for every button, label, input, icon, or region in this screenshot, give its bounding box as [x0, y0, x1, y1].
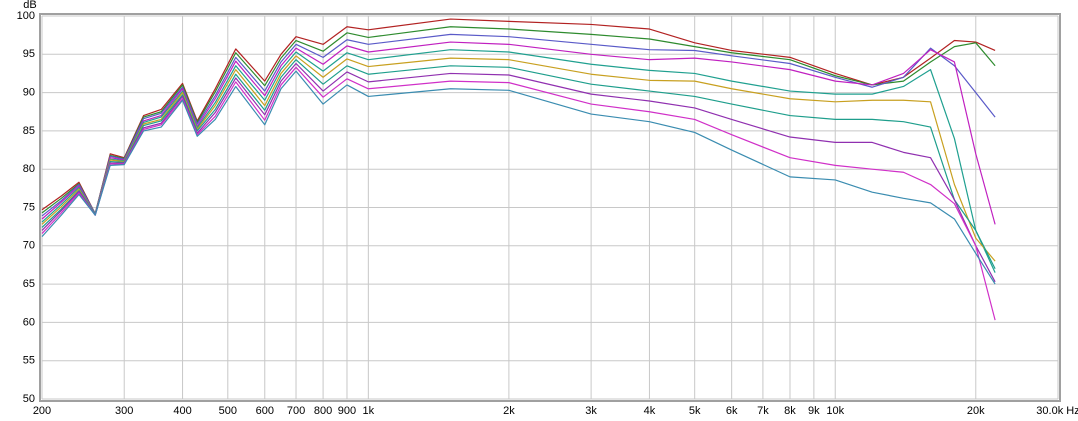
y-tick-label: 70 — [23, 240, 35, 252]
y-tick-label: 100 — [17, 10, 35, 22]
x-tick-label: 300 — [115, 405, 133, 417]
x-tick-label: 1k — [363, 405, 375, 417]
y-tick-label: 65 — [23, 278, 35, 290]
y-tick-label: 55 — [23, 355, 35, 367]
y-tick-label: 80 — [23, 163, 35, 175]
x-tick-label: 2k — [503, 405, 515, 417]
x-tick-label: 20k — [967, 405, 985, 417]
x-tick-label: 500 — [219, 405, 237, 417]
y-tick-label: 90 — [23, 87, 35, 99]
y-tick-label: 60 — [23, 316, 35, 328]
y-axis-label: dB — [23, 0, 36, 11]
y-tick-label: 85 — [23, 125, 35, 137]
x-tick-label: 8k — [784, 405, 796, 417]
x-tick-label: 400 — [173, 405, 191, 417]
x-tick-label: 30.0k Hz — [1036, 405, 1078, 417]
x-tick-label: 4k — [644, 405, 656, 417]
x-tick-label: 7k — [757, 405, 769, 417]
x-tick-label: 200 — [33, 405, 51, 417]
x-tick-label: 10k — [826, 405, 844, 417]
x-tick-label: 800 — [314, 405, 332, 417]
x-tick-label: 9k — [808, 405, 820, 417]
y-tick-label: 95 — [23, 48, 35, 60]
y-tick-label: 50 — [23, 393, 35, 405]
x-tick-label: 3k — [585, 405, 597, 417]
x-tick-label: 5k — [689, 405, 701, 417]
x-tick-label: 6k — [726, 405, 738, 417]
x-tick-label: 600 — [256, 405, 274, 417]
x-tick-label: 700 — [287, 405, 305, 417]
x-tick-label: 900 — [338, 405, 356, 417]
series-line — [41, 70, 996, 285]
y-tick-label: 75 — [23, 201, 35, 213]
